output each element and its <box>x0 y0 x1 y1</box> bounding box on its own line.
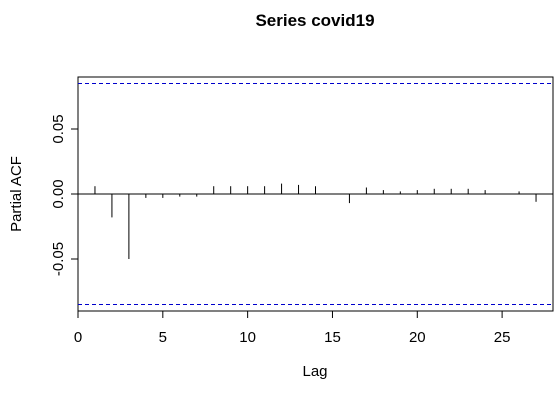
y-tick-label-0: -0.05 <box>50 242 67 276</box>
x-tick-label-20: 20 <box>409 329 426 346</box>
y-tick-label-2: 0.05 <box>50 114 67 143</box>
x-tick-label-0: 0 <box>74 329 82 346</box>
x-tick-label-5: 5 <box>159 329 167 346</box>
y-axis: -0.05 0.00 0.05 <box>50 114 79 276</box>
y-tick-label-1: 0.00 <box>50 179 67 208</box>
x-tick-label-10: 10 <box>239 329 256 346</box>
x-axis-label: Lag <box>302 363 327 380</box>
pacf-bars <box>94 183 537 259</box>
chart-title: Series covid19 <box>255 11 374 30</box>
x-tick-label-25: 25 <box>494 329 511 346</box>
y-axis-label: Partial ACF <box>8 156 25 232</box>
confidence-bounds <box>78 83 553 305</box>
x-tick-label-15: 15 <box>324 329 341 346</box>
x-axis: 0 5 10 15 20 25 <box>74 310 511 346</box>
